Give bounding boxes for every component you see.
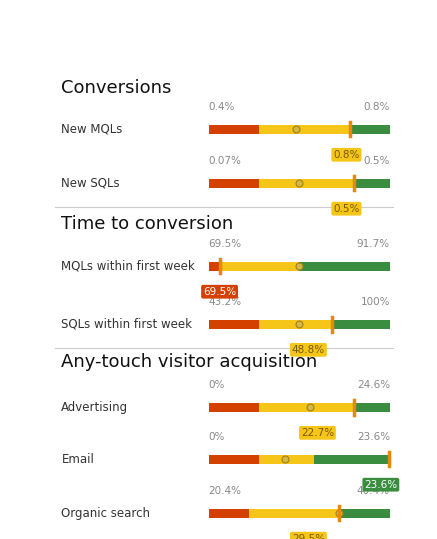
Bar [220,262,299,271]
Text: 22.7%: 22.7% [301,428,334,438]
Text: 100%: 100% [361,298,390,307]
Text: Advertising: Advertising [61,401,128,414]
Text: Organic search: Organic search [61,507,150,520]
Text: 23.6%: 23.6% [357,432,390,443]
Text: Time to conversion: Time to conversion [61,215,234,233]
Text: 0.4%: 0.4% [209,102,235,113]
Bar [260,179,354,188]
Text: 0.8%: 0.8% [333,150,360,160]
Bar [354,179,390,188]
Text: Conversions: Conversions [61,79,172,97]
Text: 29.5%: 29.5% [292,534,325,539]
Bar [260,125,350,134]
Bar [209,403,260,412]
Bar [299,262,390,271]
Text: 40.4%: 40.4% [357,486,390,496]
Text: 24.6%: 24.6% [357,381,390,390]
Bar [260,403,354,412]
Bar [209,509,249,518]
Text: 0%: 0% [209,381,225,390]
Bar [354,403,390,412]
Bar [209,262,220,271]
Bar [339,509,390,518]
Text: 0%: 0% [209,432,225,443]
Text: 20.4%: 20.4% [209,486,242,496]
Bar [209,179,260,188]
Bar [249,509,339,518]
Bar [209,125,260,134]
Text: 0.8%: 0.8% [364,102,390,113]
Text: 0.5%: 0.5% [333,204,360,214]
Text: 69.5%: 69.5% [209,239,242,250]
Text: Any-touch visitor acquisition: Any-touch visitor acquisition [61,353,318,371]
Text: 0.5%: 0.5% [364,156,390,167]
Text: 91.7%: 91.7% [357,239,390,250]
Text: 48.8%: 48.8% [292,345,325,355]
Text: Email: Email [61,453,94,466]
Bar [314,455,390,464]
Text: 69.5%: 69.5% [203,287,236,297]
Text: 23.6%: 23.6% [364,480,397,490]
Bar [209,320,260,329]
Bar [260,320,332,329]
Text: 0.07%: 0.07% [209,156,242,167]
Text: New MQLs: New MQLs [61,123,123,136]
Text: SQLs within first week: SQLs within first week [61,318,192,331]
Bar [209,455,260,464]
Bar [350,125,390,134]
Bar [332,320,390,329]
Text: 43.2%: 43.2% [209,298,242,307]
Bar [260,455,314,464]
Text: New SQLs: New SQLs [61,177,120,190]
Text: MQLs within first week: MQLs within first week [61,260,195,273]
